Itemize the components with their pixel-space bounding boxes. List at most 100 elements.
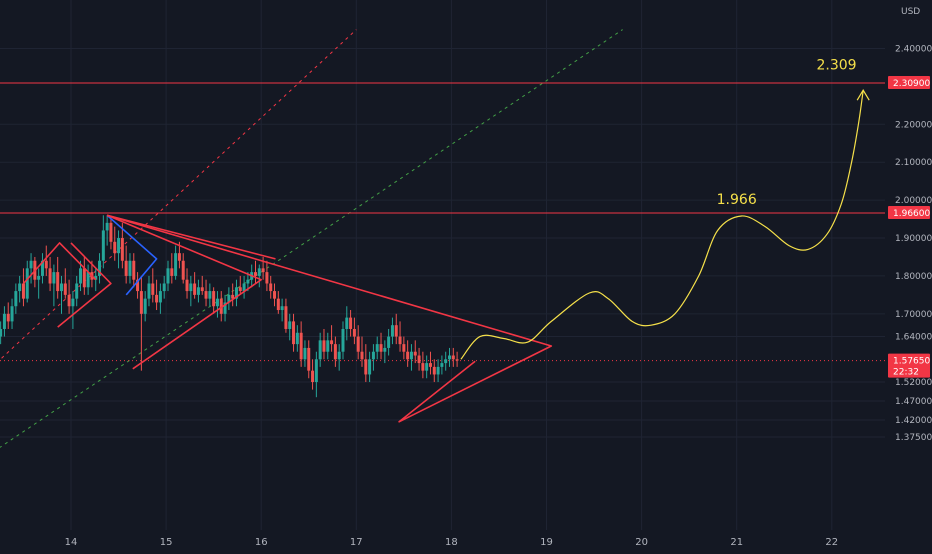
time-tick-label: 15 (160, 537, 173, 548)
trend-line (57, 242, 112, 328)
candle-body (292, 321, 296, 345)
time-tick-label: 19 (540, 537, 553, 548)
candle-body (212, 291, 216, 307)
candle-body (234, 287, 238, 299)
candle-body (136, 279, 140, 292)
price-tick-label: 2.20000 (895, 120, 932, 130)
candle-body (162, 283, 166, 292)
candle-body (0, 328, 3, 337)
candle-body (406, 351, 410, 360)
candle-body (166, 268, 170, 284)
candle-body (421, 363, 425, 371)
candle-body (455, 359, 459, 361)
candle-body (117, 238, 121, 254)
candle-body (269, 283, 273, 292)
candle-body (86, 272, 90, 288)
candle-body (375, 344, 379, 352)
candle-body (63, 283, 67, 295)
candle-body (417, 355, 421, 364)
candle-body (447, 355, 451, 360)
candle-body (113, 241, 117, 254)
candles-layer (0, 215, 459, 398)
candle-body (387, 336, 391, 348)
price-tick-label: 2.00000 (895, 196, 932, 206)
price-tick-label: 1.70000 (895, 310, 932, 320)
candle-body (257, 268, 261, 276)
candle-body (432, 366, 436, 375)
candle-body (223, 302, 227, 314)
time-tick-label: 14 (65, 537, 78, 548)
candle-body (345, 317, 349, 329)
candle-body (371, 351, 375, 360)
time-tick-label: 20 (635, 537, 648, 548)
candle-body (394, 325, 398, 337)
price-tick-label: 1.52000 (895, 378, 932, 388)
candle-body (181, 260, 185, 280)
countdown-text: 22:32 (893, 368, 919, 378)
candle-body (132, 260, 136, 280)
candle-body (120, 238, 124, 261)
candle-body (428, 363, 432, 367)
candle-body (75, 283, 79, 299)
price-tick-label: 2.10000 (895, 158, 932, 168)
price-badge-target-high (888, 76, 930, 89)
candle-body (124, 260, 128, 276)
candle-body (360, 351, 364, 360)
candle-body (143, 298, 147, 314)
candle-body (174, 253, 178, 276)
candle-body (158, 291, 162, 303)
candle-body (368, 359, 372, 375)
candle-body (352, 328, 356, 337)
candle-body (200, 287, 204, 292)
candle-body (44, 260, 48, 269)
candle-body (193, 283, 197, 295)
candle-body (284, 306, 288, 329)
trend-lines-layer (22, 214, 553, 423)
candle-body (185, 279, 189, 292)
candle-body (189, 283, 193, 292)
candle-body (151, 283, 155, 295)
candle-body (356, 336, 360, 352)
candle-body (71, 298, 75, 307)
candle-body (303, 347, 307, 360)
time-tick-label: 21 (730, 537, 743, 548)
candle-body (379, 344, 383, 352)
candle-body (295, 332, 299, 345)
candle-body (413, 351, 417, 356)
candle-body (215, 298, 219, 307)
currency-label: USD (901, 7, 920, 17)
time-tick-label: 16 (255, 537, 268, 548)
horizontal-levels (0, 82, 885, 362)
candle-body (383, 347, 387, 352)
candle-body (2, 313, 6, 329)
price-badge-text: 1.57650 (893, 357, 930, 367)
candle-body (231, 294, 235, 299)
diagonal-guide-line (0, 29, 357, 361)
candle-body (436, 366, 440, 375)
price-axis-panel[interactable] (885, 0, 932, 550)
annotations-layer: 2.309 1.966 (717, 57, 857, 208)
candle-body (14, 291, 18, 307)
diagonal-guides (0, 29, 623, 448)
candle-body (349, 317, 353, 329)
candle-body (364, 359, 368, 375)
candle-body (238, 287, 242, 292)
target-label: 1.966 (717, 192, 757, 208)
candle-body (105, 222, 109, 231)
candle-body (101, 230, 105, 261)
candle-body (25, 268, 29, 299)
time-axis-panel[interactable] (0, 530, 885, 550)
candle-body (82, 268, 86, 288)
candle-body (67, 294, 71, 307)
candle-body (326, 340, 330, 352)
candle-body (337, 351, 341, 360)
candle-body (242, 283, 246, 292)
candle-body (177, 253, 181, 261)
candle-body (79, 268, 83, 284)
price-badge-text: 1.96600 (893, 209, 930, 219)
price-badge-last-price (888, 353, 930, 378)
candle-body (204, 291, 208, 299)
